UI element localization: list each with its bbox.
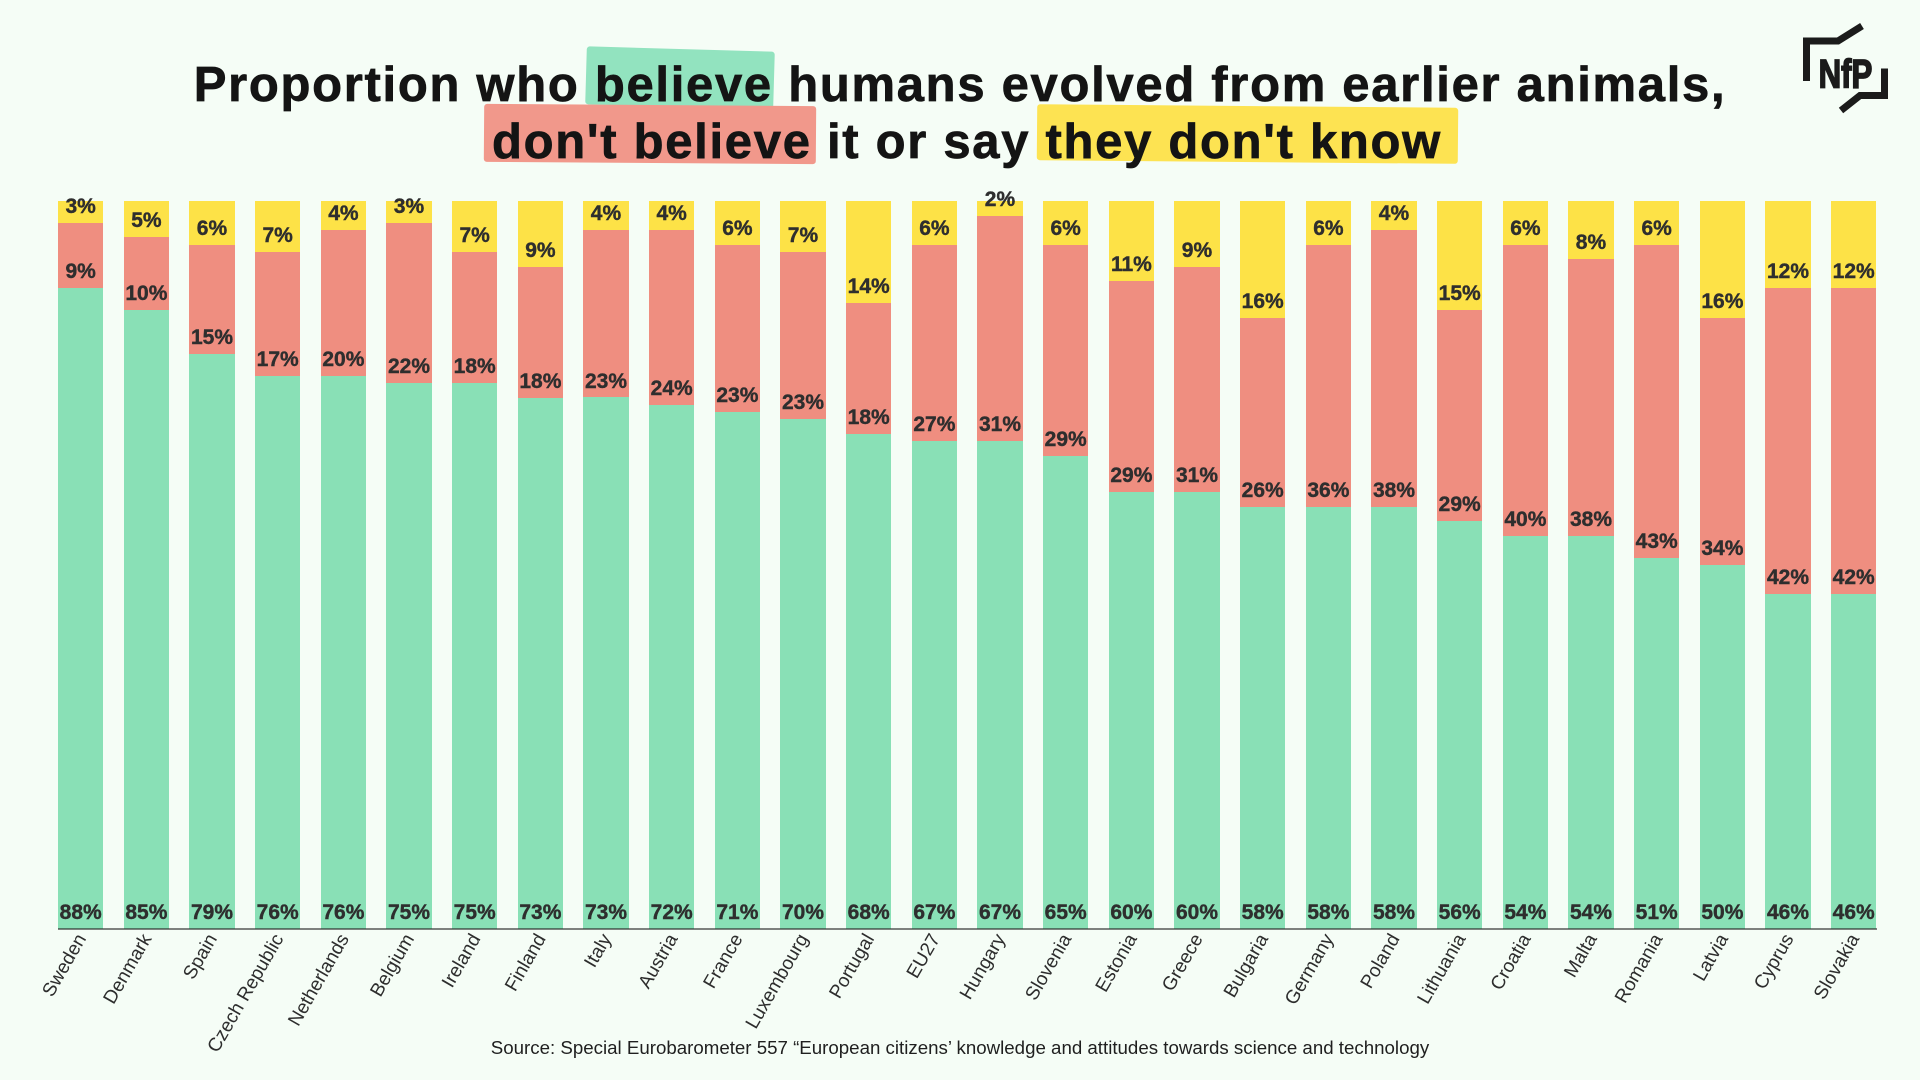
svg-text:NfP: NfP	[1819, 52, 1873, 97]
